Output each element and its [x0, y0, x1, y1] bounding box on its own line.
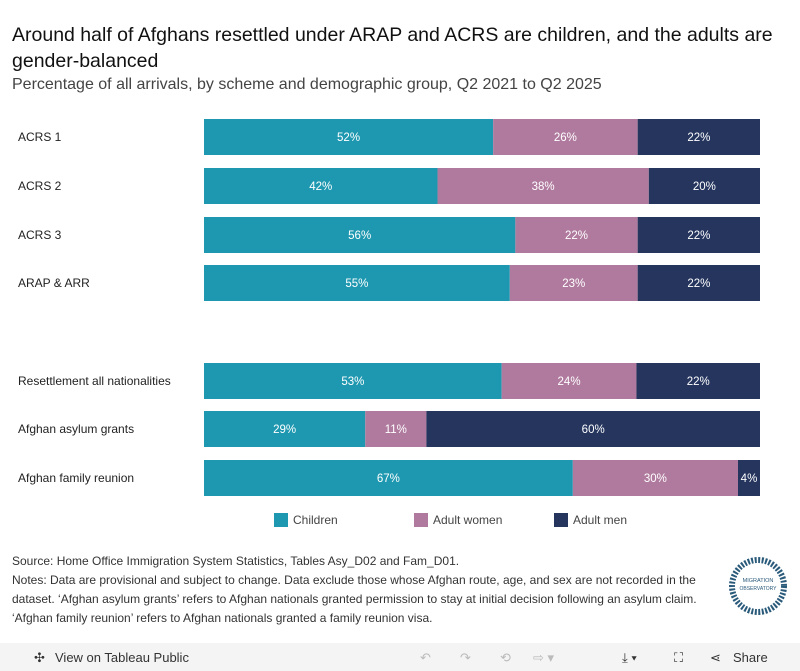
stacked-bar-chart: ACRS 1 52% 26% 22% ACRS 2 42% 38% 20% ACRS 3 56% 2… [18, 119, 760, 527]
data-label: 30% [644, 473, 667, 485]
data-label: 55% [345, 278, 368, 290]
chart-title: Around half of Afghans resettled under A… [12, 24, 773, 72]
legend-label: Adult women [433, 513, 502, 527]
refresh-icon[interactable]: ⇨ ▾ [533, 650, 555, 665]
bar-segment [426, 411, 760, 447]
bar-segment [648, 168, 760, 204]
category-label: ACRS 1 [18, 130, 62, 144]
tableau-toolbar: ✣ View on Tableau Public ↶ ↷ ⟲ ⇨ ▾ ⤓ ▾ ⛶… [0, 643, 800, 671]
data-label: 24% [558, 376, 581, 388]
legend-label: Adult men [573, 513, 627, 527]
view-on-tableau-link[interactable]: View on Tableau Public [55, 650, 189, 665]
data-label: 11% [385, 424, 407, 436]
share-icon[interactable]: ⋖ [710, 650, 721, 665]
svg-text:OBSERVATORY: OBSERVATORY [739, 586, 777, 592]
category-label: ARAP & ARR [18, 276, 90, 290]
bar-segment [509, 265, 638, 301]
notes-text: Notes: Data are provisional and subject … [12, 573, 697, 625]
legend-swatch [554, 513, 568, 527]
redo-icon[interactable]: ↷ [460, 650, 471, 665]
bar-segment [515, 217, 638, 253]
bar-segment [637, 265, 760, 301]
bar-segment [204, 217, 516, 253]
source-text: Source: Home Office Immigration System S… [12, 554, 460, 568]
undo-icon[interactable]: ↶ [420, 650, 431, 665]
legend-label: Children [293, 513, 338, 527]
download-icon[interactable]: ⤓ ▾ [622, 650, 637, 665]
data-label: 67% [377, 473, 400, 485]
bar-segment [572, 460, 738, 496]
bar-segment [204, 460, 573, 496]
share-button[interactable]: Share [733, 650, 768, 665]
data-label: 20% [693, 181, 716, 193]
bar-segment [204, 119, 494, 155]
bar-segment [437, 168, 649, 204]
data-label: 38% [532, 181, 555, 193]
bar-segment [637, 119, 760, 155]
bar-segment [493, 119, 638, 155]
data-label: 60% [582, 424, 605, 436]
category-label: ACRS 2 [18, 179, 62, 193]
data-label: 22% [687, 230, 710, 242]
category-label: Resettlement all nationalities [18, 374, 171, 388]
fullscreen-icon[interactable]: ⛶ [674, 650, 684, 665]
bar-segment [637, 217, 760, 253]
bar-segment [204, 411, 366, 447]
data-label: 22% [687, 376, 710, 388]
category-label: ACRS 3 [18, 228, 62, 242]
bar-segment [501, 363, 637, 399]
tableau-icon: ✣ [34, 650, 45, 665]
legend-swatch [274, 513, 288, 527]
bar-segment [636, 363, 760, 399]
data-label: 26% [554, 132, 577, 144]
data-label: 22% [687, 132, 710, 144]
data-label: 53% [341, 376, 364, 388]
bar-segment [204, 168, 438, 204]
category-label: Afghan asylum grants [18, 422, 134, 436]
category-label: Afghan family reunion [18, 471, 134, 485]
chart-subtitle: Percentage of all arrivals, by scheme an… [12, 76, 602, 93]
bar-segment [365, 411, 427, 447]
migration-observatory-logo: MIGRATION OBSERVATORY [729, 557, 787, 615]
data-label: 4% [741, 473, 758, 485]
data-label: 23% [562, 278, 585, 290]
notes: Source: Home Office Immigration System S… [12, 552, 717, 628]
bar-segment [737, 460, 760, 496]
data-label: 42% [309, 181, 332, 193]
data-label: 56% [348, 230, 371, 242]
legend-swatch [414, 513, 428, 527]
revert-icon[interactable]: ⟲ [500, 650, 511, 665]
data-label: 22% [687, 278, 710, 290]
data-label: 29% [273, 424, 296, 436]
data-label: 52% [337, 132, 360, 144]
bar-segment [204, 265, 510, 301]
svg-text:MIGRATION: MIGRATION [743, 578, 774, 584]
data-label: 22% [565, 230, 588, 242]
bar-segment [204, 363, 502, 399]
